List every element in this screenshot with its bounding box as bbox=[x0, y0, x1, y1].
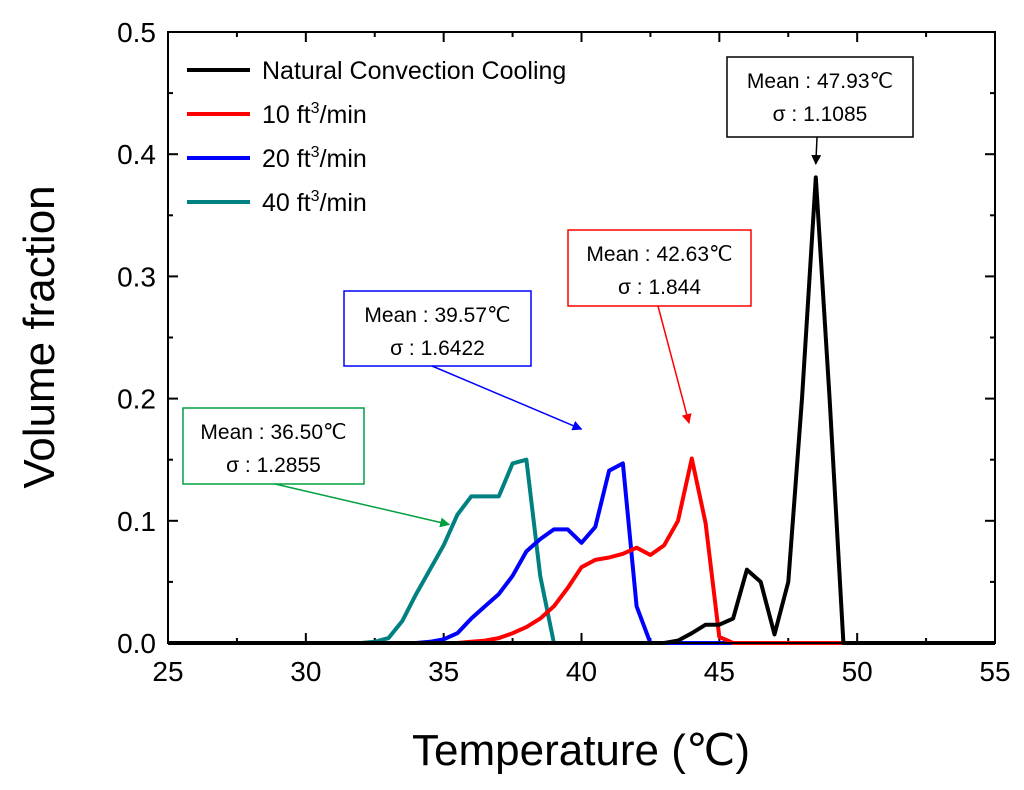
annotation-box bbox=[343, 290, 532, 367]
annotation-box bbox=[567, 229, 752, 307]
series-line-0 bbox=[168, 175, 995, 645]
legend-label-tail: /min bbox=[320, 189, 367, 217]
annotation-sigma: σ : 1.2855 bbox=[226, 454, 321, 477]
x-axis-title: Temperature (℃) bbox=[412, 726, 750, 775]
legend-label-3: 40 ft3/min bbox=[262, 188, 367, 217]
series-line-3 bbox=[168, 457, 995, 645]
legend-label-0: Natural Convection Cooling bbox=[262, 57, 566, 85]
annotation-layer: Mean : 47.93℃ σ : 1.1085 Mean : 42.63℃ σ : … bbox=[182, 56, 914, 528]
legend-label-tail: /min bbox=[320, 145, 367, 173]
annotation-arrow bbox=[657, 305, 692, 425]
legend-label-base: Natural Convection Cooling bbox=[262, 57, 566, 85]
x-tick-label: 25 bbox=[152, 656, 183, 687]
y-tick-label: 0.4 bbox=[117, 139, 156, 170]
legend-label-base: 40 ft bbox=[262, 189, 311, 217]
annotation-20-cfm-stats: Mean : 39.57℃ σ : 1.6422 bbox=[343, 290, 583, 431]
annotation-mean: Mean : 36.50℃ bbox=[200, 421, 346, 444]
tick-labels: 25 30 35 40 45 50 55 0.0 0.1 0.2 0.3 0.4 0.5 bbox=[117, 17, 1011, 687]
annotation-sigma: σ : 1.1085 bbox=[773, 103, 868, 126]
y-axis-title: Volume fraction bbox=[15, 185, 64, 488]
annotation-arrow bbox=[811, 136, 822, 165]
annotation-natural-convection-stats: Mean : 47.93℃ σ : 1.1085 bbox=[726, 56, 914, 165]
x-tick-label: 35 bbox=[428, 656, 459, 687]
annotation-arrow bbox=[431, 365, 583, 431]
x-tick-label: 45 bbox=[704, 656, 735, 687]
legend-label-base: 20 ft bbox=[262, 145, 311, 173]
legend-label-sup: 3 bbox=[311, 100, 320, 117]
series-line-1 bbox=[168, 456, 995, 645]
annotation-box bbox=[726, 56, 914, 138]
annotation-box bbox=[182, 407, 365, 485]
annotation-arrow bbox=[274, 483, 451, 528]
y-tick-label: 0.3 bbox=[117, 261, 156, 292]
y-tick-label: 0.0 bbox=[117, 628, 156, 659]
legend-label-sup: 3 bbox=[311, 188, 320, 205]
y-tick-label: 0.5 bbox=[117, 17, 156, 48]
x-tick-label: 40 bbox=[566, 656, 597, 687]
annotation-10-cfm-stats: Mean : 42.63℃ σ : 1.844 bbox=[567, 229, 752, 425]
annotation-sigma: σ : 1.6422 bbox=[390, 337, 485, 360]
legend-label-base: 10 ft bbox=[262, 101, 311, 129]
plot-frame bbox=[167, 31, 996, 644]
annotation-sigma: σ : 1.844 bbox=[618, 276, 701, 299]
series-line-2 bbox=[168, 461, 995, 645]
legend-label-1: 10 ft3/min bbox=[262, 100, 367, 129]
annotation-mean: Mean : 47.93℃ bbox=[747, 70, 893, 93]
legend-label-2: 20 ft3/min bbox=[262, 144, 367, 173]
y-tick-label: 0.1 bbox=[117, 506, 156, 537]
y-tick-label: 0.2 bbox=[117, 384, 156, 415]
annotation-40-cfm-stats: Mean : 36.50℃ σ : 1.2855 bbox=[182, 407, 451, 528]
annotation-mean: Mean : 42.63℃ bbox=[586, 243, 732, 266]
annotation-mean: Mean : 39.57℃ bbox=[364, 304, 510, 327]
x-tick-label: 55 bbox=[979, 656, 1010, 687]
x-tick-label: 50 bbox=[842, 656, 873, 687]
legend-label-tail: /min bbox=[320, 101, 367, 129]
x-tick-label: 30 bbox=[290, 656, 321, 687]
legend-label-sup: 3 bbox=[311, 144, 320, 161]
series-layer bbox=[168, 175, 995, 645]
